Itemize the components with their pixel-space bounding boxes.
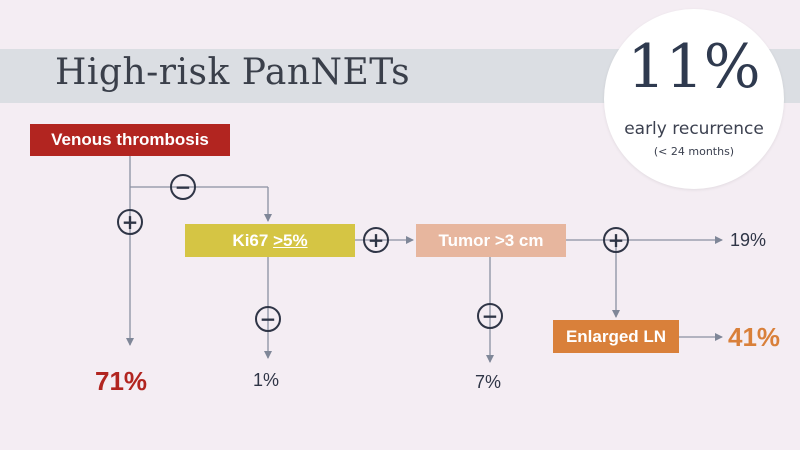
outcome-1: 1% [253, 370, 280, 390]
node-tumor-size: Tumor >3 cm [416, 224, 566, 257]
plus-sign-ki67: + [363, 227, 389, 253]
node-ki67-value: >5% [273, 230, 308, 250]
node-ki67: Ki67 >5% [185, 224, 355, 257]
minus-sign-ki67: − [255, 306, 281, 332]
outcome-7: 7% [475, 372, 502, 392]
minus-sign-tumor: − [477, 303, 503, 329]
node-enlarged-ln: Enlarged LN [553, 320, 679, 353]
recurrence-value: 11% [627, 32, 761, 102]
plus-sign-tumor: + [603, 227, 629, 253]
recurrence-badge: 11% early recurrence (< 24 months) [604, 9, 784, 189]
recurrence-sub: (< 24 months) [653, 145, 735, 158]
outcome-19: 19% [730, 230, 767, 250]
slide-title: High-risk PanNETs [55, 52, 411, 93]
outcome-41: 41% [728, 322, 781, 352]
recurrence-label: early recurrence [624, 119, 764, 139]
node-tumor-label: Tumor >3 cm [438, 230, 544, 250]
outcome-71: 71% [95, 366, 148, 396]
node-ki67-prefix: Ki67 [232, 230, 274, 250]
node-venous-thrombosis: Venous thrombosis [30, 124, 230, 156]
node-venous-label: Venous thrombosis [51, 130, 209, 149]
minus-sign-venous: − [170, 174, 196, 200]
node-enlarged-label: Enlarged LN [565, 326, 667, 346]
plus-sign-venous: + [117, 209, 143, 235]
